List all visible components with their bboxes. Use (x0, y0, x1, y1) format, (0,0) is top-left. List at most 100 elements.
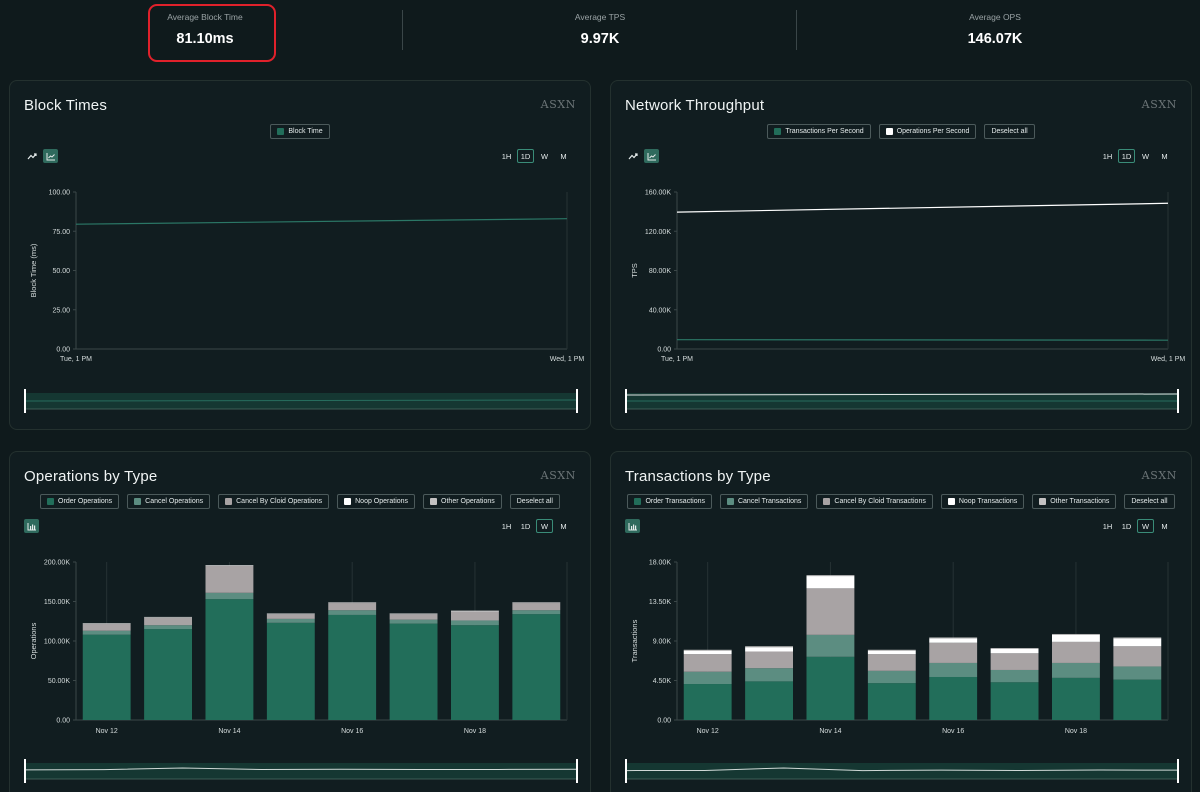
legend-order-transactions[interactable]: Order Transactions (627, 494, 712, 509)
zoom-handle-right (1177, 389, 1179, 413)
transactions-by-type-panel: Transactions by Type ASXN Order Transact… (610, 451, 1192, 792)
x-tick-label: Wed, 1 PM (550, 356, 585, 363)
stat-value: 9.97K (580, 31, 620, 47)
bar-segment (990, 682, 1039, 720)
y-tick-label: 100.00 (49, 190, 71, 197)
bar-segment (867, 649, 916, 651)
timeframe-1d[interactable]: 1D (1118, 149, 1135, 163)
legend-order-operations[interactable]: Order Operations (40, 494, 120, 509)
chart-type-toolbar (625, 519, 640, 533)
smooth-line-toggle[interactable] (24, 149, 39, 163)
y-tick-label: 18.00K (649, 560, 672, 567)
legend-label: Block Time (288, 128, 323, 135)
timeframe-m[interactable]: M (560, 521, 567, 531)
stat-value: 81.10ms (176, 31, 234, 47)
bar-segment (867, 683, 916, 720)
series-line (75, 218, 568, 225)
bar-segment (82, 630, 131, 635)
y-tick-label: 13.50K (649, 599, 672, 606)
timeframe-selector: 1H 1D W M (498, 519, 572, 533)
legend-operations-per-second[interactable]: Operations Per Second (878, 124, 977, 139)
y-tick-label: 120.00K (645, 229, 671, 236)
timeframe-w[interactable]: W (1141, 151, 1150, 161)
legend-transactions-per-second[interactable]: Transactions Per Second (767, 124, 871, 139)
bar-chart-toggle[interactable] (625, 519, 640, 533)
bar-segment (1052, 633, 1100, 635)
y-tick-label: 0.00 (56, 347, 70, 354)
bar-segment (1113, 637, 1162, 639)
zoom-slider-preview (625, 767, 1179, 772)
stat-label: Average TPS (574, 12, 626, 22)
timeframe-w[interactable]: W (536, 519, 553, 533)
trend-icon (628, 152, 638, 159)
deselect-all-button[interactable]: Deselect all (509, 494, 560, 509)
legend-other-operations[interactable]: Other Operations (423, 494, 502, 509)
y-tick-label: 0.00 (56, 718, 70, 725)
operations-by-type-panel: Operations by Type ASXN Order Operations… (9, 451, 591, 792)
bar-chart-toggle[interactable] (24, 519, 39, 533)
timeframe-w[interactable]: W (540, 151, 549, 161)
legend-noop-operations[interactable]: Noop Operations (337, 494, 416, 509)
y-tick-label: 50.00 (52, 268, 70, 275)
legend-swatch (344, 498, 352, 505)
timeframe-1h[interactable]: 1H (501, 151, 512, 161)
smooth-line-toggle[interactable] (625, 149, 640, 163)
bar-segment (745, 681, 793, 720)
bar-segment (266, 622, 315, 720)
block-time-chart: 0.00 25.00 50.00 75.00 100.00 Block Time (ms)… (24, 190, 585, 413)
bar-chart-icon (628, 522, 637, 530)
bar-segment (1113, 666, 1162, 680)
legend-cancel-operations[interactable]: Cancel Operations (127, 494, 211, 509)
legend-label: Order Operations (58, 498, 113, 505)
highlight-box (148, 4, 276, 62)
timeframe-1h[interactable]: 1H (1102, 521, 1113, 531)
timeframe-1h[interactable]: 1H (1102, 151, 1113, 161)
chart-legend: Order Transactions Cancel Transactions C… (611, 494, 1191, 509)
timeframe-1d[interactable]: 1D (520, 521, 531, 531)
bar-segment (144, 625, 192, 630)
deselect-all-button[interactable]: Deselect all (1124, 494, 1175, 509)
legend-label: Cancel Transactions (737, 498, 802, 505)
legend-noop-transactions[interactable]: Noop Transactions (940, 494, 1025, 509)
operations-by-type-chart: 0.00 50.00K 100.00K 150.00K 200.00K Operation… (24, 560, 578, 783)
asxn-watermark: ASXN (1141, 469, 1177, 482)
bar-segment (806, 575, 855, 577)
chart-type-toolbar (24, 519, 39, 533)
x-tick-label: Nov 14 (819, 728, 841, 735)
deselect-all-button[interactable]: Deselect all (984, 124, 1035, 139)
legend-block-time[interactable]: Block Time (270, 124, 330, 139)
chart-type-toolbar (625, 149, 659, 163)
timeframe-w[interactable]: W (1137, 519, 1154, 533)
bar-segment (745, 668, 793, 682)
legend-label: Cancel By Cloid Transactions (834, 498, 926, 505)
line-chart-toggle[interactable] (43, 149, 58, 163)
timeframe-selector: 1H 1D W M (1099, 519, 1173, 533)
y-tick-label: 50.00K (48, 678, 71, 685)
timeframe-1h[interactable]: 1H (501, 521, 512, 531)
bar-segment (929, 642, 978, 663)
timeframe-1d[interactable]: 1D (1121, 521, 1132, 531)
x-tick-label: Nov 16 (341, 728, 363, 735)
bar-segment (82, 634, 131, 720)
legend-swatch (225, 498, 233, 505)
y-tick-label: 0.00 (657, 718, 671, 725)
timeframe-m[interactable]: M (1161, 151, 1168, 161)
zoom-handle-left (625, 759, 627, 783)
bar-segment (683, 684, 732, 720)
line-chart-toggle[interactable] (644, 149, 659, 163)
timeframe-m[interactable]: M (1161, 521, 1168, 531)
legend-cancel-transactions[interactable]: Cancel Transactions (719, 494, 809, 509)
timeframe-1d[interactable]: 1D (517, 149, 534, 163)
timeframe-m[interactable]: M (560, 151, 567, 161)
bar-segment (82, 624, 131, 631)
bar-segment (266, 618, 315, 623)
y-tick-label: 75.00 (52, 229, 70, 236)
legend-other-transactions[interactable]: Other Transactions (1032, 494, 1117, 509)
bar-segment (205, 599, 254, 720)
bar-segment (929, 676, 978, 720)
legend-cancel-by-cloid-transactions[interactable]: Cancel By Cloid Transactions (816, 494, 933, 509)
zoom-slider-preview (24, 399, 578, 402)
bar-segment (806, 588, 855, 635)
legend-swatch (47, 498, 55, 505)
legend-cancel-by-cloid-operations[interactable]: Cancel By Cloid Operations (218, 494, 330, 509)
